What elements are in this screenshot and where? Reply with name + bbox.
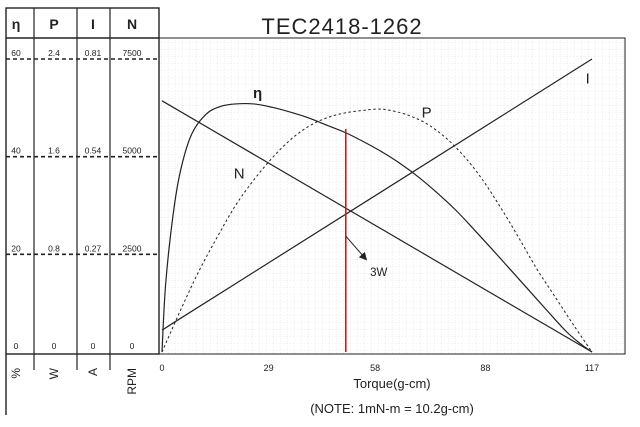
overlay: η P N I 3W [234, 70, 590, 352]
axis-tick-label: 7500 [123, 48, 142, 58]
annotation-label: 3W [370, 267, 387, 279]
axis-tick-label: 0 [130, 341, 135, 351]
series-line-I [161, 58, 593, 331]
x-tick-label: 58 [370, 363, 380, 373]
axis-tick-label: 20 [11, 243, 21, 253]
chart-title: TEC2418-1262 [261, 14, 422, 39]
axis-tick-label: 2500 [123, 243, 142, 253]
axis-symbol-1: P [49, 16, 58, 32]
axis-unit-3: RPM [125, 368, 139, 395]
axis-tick-label: 0.54 [85, 146, 102, 156]
axis-panel-labels: η 0 20 40 60% P 0 0.8 1.6 2.4 W I 0 0.27 0.54 0.81 A N 0 25… [6, 8, 157, 395]
curve-label-eta: η [253, 85, 262, 102]
curve-label-I: I [586, 70, 590, 87]
axis-tick-label: 0.8 [48, 243, 60, 253]
axis-panel [5, 7, 160, 355]
axis-tick-label: 2.4 [48, 48, 60, 58]
axis-symbol-2: I [91, 16, 95, 32]
x-axis-label: Torque(g-cm) [353, 376, 430, 391]
x-tick-label: 29 [264, 363, 274, 373]
axis-unit-0: % [9, 368, 23, 379]
axis-tick-label: 0 [91, 341, 96, 351]
axis-tick-label: 0.81 [85, 48, 102, 58]
axis-tick-label: 5000 [123, 146, 142, 156]
x-tick-labels: 0 29 58 88 117 [159, 363, 599, 373]
axis-tick-label: 0.27 [85, 243, 102, 253]
axis-tick-label: 60 [11, 48, 21, 58]
axis-tick-label: 40 [11, 146, 21, 156]
unit-note: (NOTE: 1mN-m = 10.2g-cm) [310, 401, 474, 416]
curve-label-P: P [422, 105, 432, 122]
axis-unit-1: W [47, 367, 61, 379]
axis-symbol-3: N [127, 16, 137, 32]
axis-unit-2: A [86, 368, 100, 376]
x-tick-label: 117 [585, 363, 599, 373]
axis-symbol-0: η [12, 16, 21, 32]
axis-tick-label: 0 [52, 341, 57, 351]
series-line-N [161, 100, 593, 353]
series-line-η [161, 102, 593, 353]
annotation-arrow [345, 235, 368, 261]
axis-tick-label: 0 [14, 341, 19, 351]
plot-grid [159, 38, 625, 354]
x-tick-label: 0 [159, 363, 164, 373]
axis-tick-label: 1.6 [48, 146, 60, 156]
curve-label-N: N [234, 166, 245, 183]
series-lines [161, 58, 593, 353]
x-tick-label: 88 [480, 363, 490, 373]
